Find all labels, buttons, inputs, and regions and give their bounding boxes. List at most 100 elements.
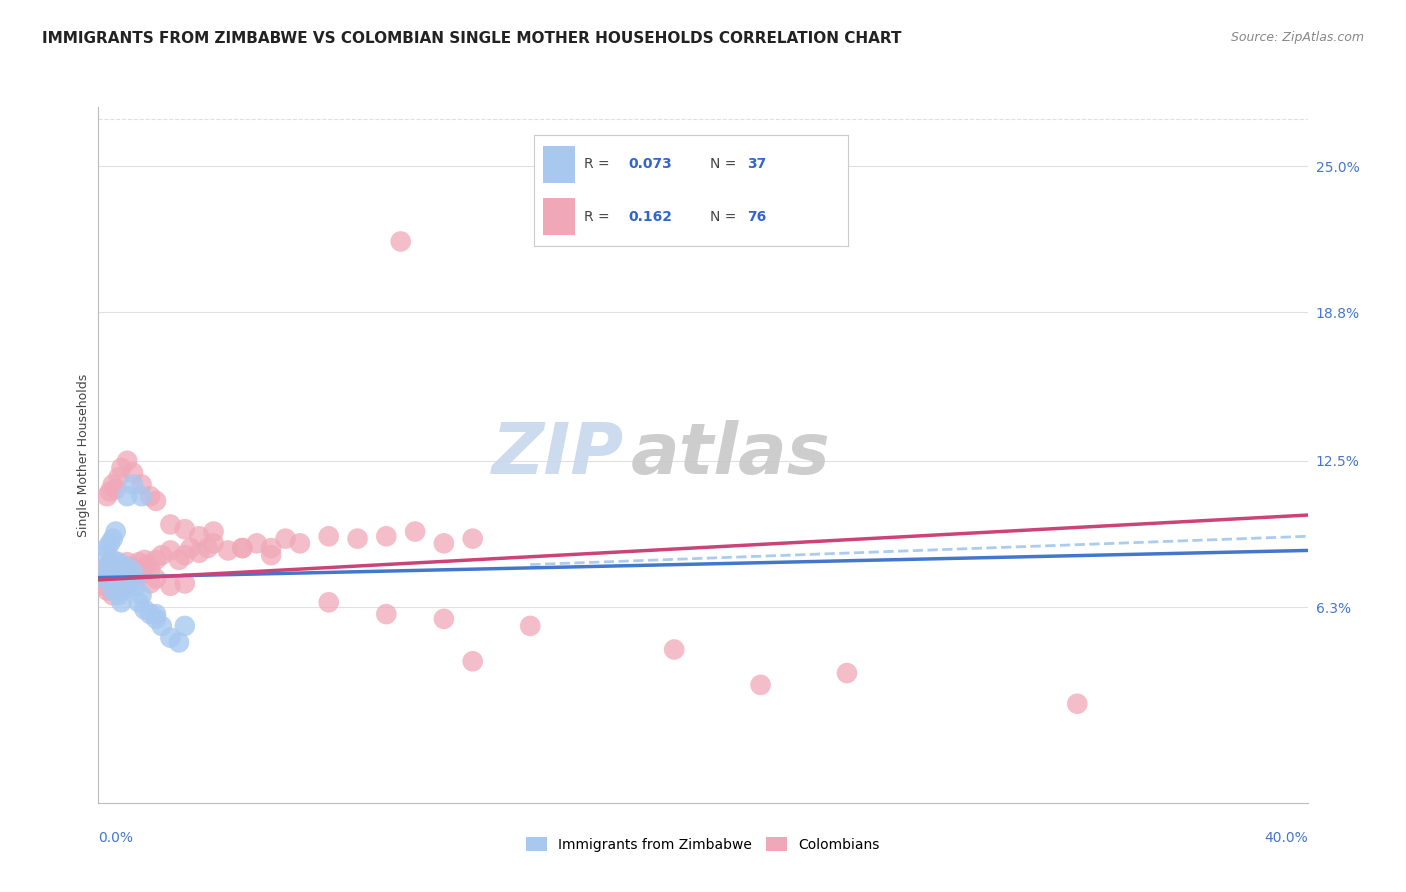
Point — [120, 562, 142, 576]
Text: atlas: atlas — [630, 420, 830, 490]
Y-axis label: Single Mother Households: Single Mother Households — [77, 373, 90, 537]
Point — [101, 532, 124, 546]
Point — [173, 619, 195, 633]
Point — [139, 489, 162, 503]
Point — [112, 565, 135, 579]
Point — [96, 541, 118, 555]
Point — [318, 529, 340, 543]
Point — [375, 529, 398, 543]
Point — [110, 560, 132, 574]
Point — [159, 517, 181, 532]
Point — [104, 576, 127, 591]
Point — [104, 524, 127, 539]
Point — [159, 579, 181, 593]
Point — [150, 548, 173, 562]
Point — [128, 555, 150, 569]
Text: Source: ZipAtlas.com: Source: ZipAtlas.com — [1230, 31, 1364, 45]
Point — [139, 562, 162, 576]
Point — [134, 553, 156, 567]
Point — [404, 524, 426, 539]
Point — [98, 536, 121, 550]
Point — [173, 576, 195, 591]
Point — [101, 583, 124, 598]
Point — [180, 541, 202, 555]
Point — [167, 553, 190, 567]
Point — [461, 532, 484, 546]
Point — [96, 489, 118, 503]
Point — [202, 524, 225, 539]
Point — [188, 546, 211, 560]
Point — [96, 560, 118, 574]
Point — [145, 494, 167, 508]
Text: 40.0%: 40.0% — [1264, 830, 1308, 845]
Point — [115, 489, 138, 503]
Point — [107, 588, 129, 602]
Point — [107, 555, 129, 569]
Point — [433, 612, 456, 626]
Point — [104, 482, 127, 496]
Point — [375, 607, 398, 621]
Point — [115, 560, 138, 574]
Point — [98, 560, 121, 574]
Text: ZIP: ZIP — [492, 420, 624, 490]
Point — [115, 581, 138, 595]
Point — [110, 565, 132, 579]
Point — [231, 541, 253, 555]
Point — [101, 477, 124, 491]
Point — [110, 595, 132, 609]
Point — [159, 543, 181, 558]
Point — [93, 572, 115, 586]
Point — [433, 536, 456, 550]
Point — [125, 567, 148, 582]
Point — [128, 595, 150, 609]
Point — [131, 588, 153, 602]
Point — [159, 631, 181, 645]
Point — [115, 555, 138, 569]
Point — [101, 555, 124, 569]
Point — [115, 576, 138, 591]
Point — [104, 567, 127, 582]
Point — [131, 477, 153, 491]
Point — [93, 579, 115, 593]
Point — [202, 536, 225, 550]
Point — [145, 572, 167, 586]
Point — [122, 565, 145, 579]
Point — [260, 548, 283, 562]
Point — [145, 553, 167, 567]
Point — [188, 529, 211, 543]
Point — [145, 607, 167, 621]
Point — [139, 576, 162, 591]
Point — [115, 454, 138, 468]
Point — [122, 466, 145, 480]
Point — [318, 595, 340, 609]
Point — [112, 576, 135, 591]
Point — [101, 588, 124, 602]
Text: IMMIGRANTS FROM ZIMBABWE VS COLOMBIAN SINGLE MOTHER HOUSEHOLDS CORRELATION CHART: IMMIGRANTS FROM ZIMBABWE VS COLOMBIAN SI… — [42, 31, 901, 46]
Legend: Immigrants from Zimbabwe, Colombians: Immigrants from Zimbabwe, Colombians — [526, 837, 880, 852]
Point — [122, 572, 145, 586]
Point — [1066, 697, 1088, 711]
Point — [120, 572, 142, 586]
Point — [93, 548, 115, 562]
Point — [93, 565, 115, 579]
Point — [110, 461, 132, 475]
Point — [110, 583, 132, 598]
Point — [131, 567, 153, 582]
Point — [167, 635, 190, 649]
Point — [101, 553, 124, 567]
Text: 0.0%: 0.0% — [98, 830, 134, 845]
Point — [101, 572, 124, 586]
Point — [136, 558, 159, 572]
Point — [274, 532, 297, 546]
Point — [104, 579, 127, 593]
Point — [139, 607, 162, 621]
Point — [173, 548, 195, 562]
Point — [173, 522, 195, 536]
Point — [260, 541, 283, 555]
Point — [288, 536, 311, 550]
Point — [107, 470, 129, 484]
Point — [112, 569, 135, 583]
Point — [122, 560, 145, 574]
Point — [150, 619, 173, 633]
Point — [217, 543, 239, 558]
